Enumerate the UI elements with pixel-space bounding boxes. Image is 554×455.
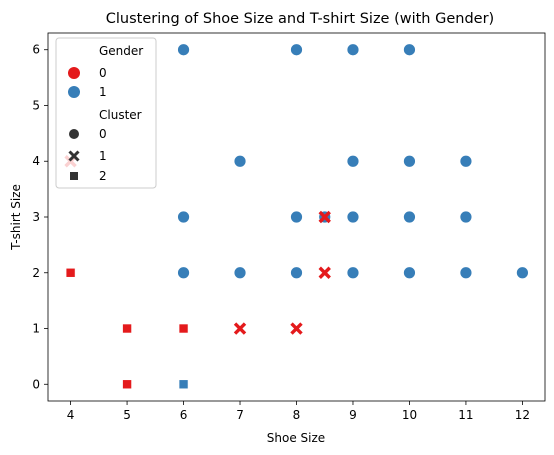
legend-style-title: Cluster (99, 108, 142, 122)
x-tick-label: 11 (458, 408, 473, 422)
data-point-cluster-0-gender-1 (516, 266, 529, 280)
data-point-cluster-2-gender-1 (178, 379, 189, 390)
x-axis-label: Shoe Size (267, 431, 325, 445)
x-tick-label: 6 (180, 408, 188, 422)
data-point-cluster-0-gender-1 (177, 266, 190, 280)
data-point-cluster-0-gender-1 (346, 210, 360, 224)
data-point-cluster-0-gender-1 (459, 210, 473, 224)
y-tick-label: 5 (32, 98, 40, 112)
data-point-cluster-0-gender-1 (290, 266, 303, 280)
data-point-cluster-0-gender-1 (290, 43, 303, 57)
data-point-cluster-0-gender-1 (346, 266, 360, 280)
legend-cluster-2-marker (70, 172, 78, 180)
x-tick-label: 10 (402, 408, 417, 422)
legend-cluster-1-marker (68, 150, 80, 162)
data-point-cluster-2-gender-0 (65, 267, 76, 278)
data-point-cluster-0-gender-1 (233, 266, 247, 280)
legend-gender-0-label: 0 (99, 66, 107, 80)
data-point-cluster-2-gender-0 (122, 323, 132, 334)
x-tick-label: 9 (349, 408, 357, 422)
data-point-cluster-0-gender-1 (459, 266, 473, 280)
x-tick-label: 12 (515, 408, 530, 422)
y-axis-label: T-shirt Size (9, 184, 23, 251)
y-tick-label: 3 (32, 210, 40, 224)
data-point-cluster-0-gender-1 (403, 266, 416, 280)
x-tick-label: 4 (67, 408, 75, 422)
legend-hue-title: Gender (99, 44, 143, 58)
data-point-cluster-0-gender-1 (177, 43, 190, 57)
data-point-cluster-0-gender-1 (403, 154, 416, 168)
x-tick-label: 5 (123, 408, 131, 422)
x-tick-label: 7 (236, 408, 244, 422)
legend-gender-0-marker (68, 67, 80, 79)
y-tick-label: 0 (32, 377, 40, 391)
data-point-cluster-2-gender-0 (122, 379, 132, 390)
data-point-cluster-1-gender-0 (290, 322, 303, 335)
y-axis-ticks: 0 1 2 3 4 5 6 (32, 43, 48, 391)
data-point-cluster-1-gender-0 (318, 266, 331, 279)
data-points (64, 43, 529, 390)
y-tick-label: 2 (32, 266, 40, 280)
legend: Gender 0 1 Cluster 0 1 2 (55, 37, 157, 189)
data-point-cluster-0-gender-1 (459, 154, 473, 168)
data-point-cluster-0-gender-1 (346, 154, 360, 168)
data-point-cluster-0-gender-1 (233, 154, 247, 168)
data-point-cluster-0-gender-1 (403, 210, 416, 224)
legend-gender-1-label: 1 (99, 85, 107, 99)
data-point-cluster-1-gender-0 (233, 322, 247, 335)
data-point-cluster-0-gender-1 (346, 43, 360, 57)
data-point-cluster-0-gender-1 (403, 43, 416, 57)
y-tick-label: 6 (32, 43, 40, 57)
legend-box (55, 37, 157, 189)
legend-cluster-0-label: 0 (99, 127, 107, 141)
y-tick-label: 1 (32, 322, 40, 336)
y-tick-label: 4 (32, 154, 40, 168)
data-point-cluster-2-gender-0 (178, 323, 189, 334)
data-point-cluster-1-gender-0 (318, 210, 331, 224)
chart-title: Clustering of Shoe Size and T-shirt Size… (106, 11, 494, 27)
x-tick-label: 8 (293, 408, 301, 422)
x-axis-ticks: 4 5 6 7 8 9 10 11 12 (67, 401, 530, 422)
data-point-cluster-0-gender-1 (290, 210, 303, 224)
data-point-cluster-0-gender-1 (177, 210, 190, 224)
legend-cluster-1-label: 1 (99, 149, 107, 163)
legend-cluster-0-marker (69, 129, 79, 139)
legend-cluster-2-label: 2 (99, 169, 107, 183)
legend-gender-1-marker (68, 86, 80, 98)
